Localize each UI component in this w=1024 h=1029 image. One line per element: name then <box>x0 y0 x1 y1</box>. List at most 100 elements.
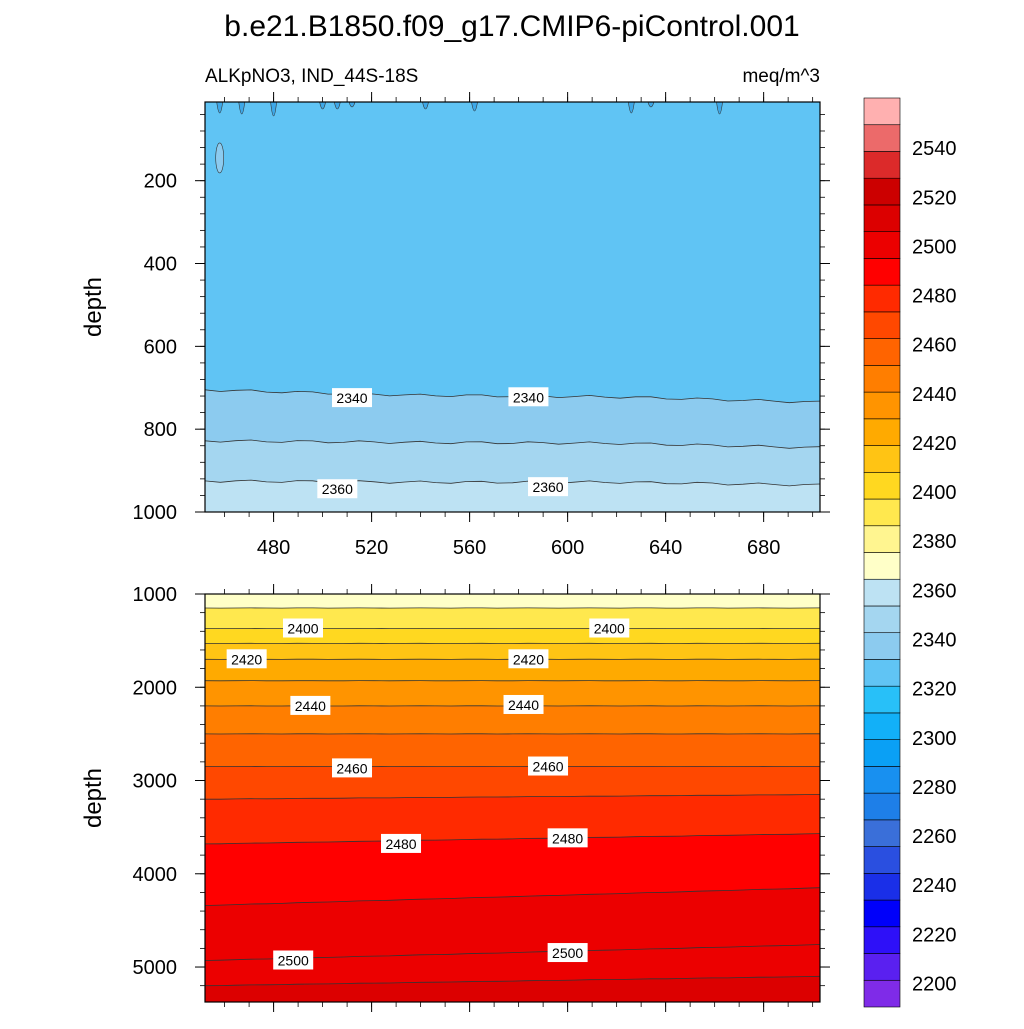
y-tick-label: 400 <box>144 254 177 276</box>
x-tick-label: 560 <box>453 537 486 559</box>
chart-title: b.e21.B1850.f09_g17.CMIP6-piControl.001 <box>224 10 799 43</box>
contour-label-text: 2340 <box>336 390 367 406</box>
x-tick-label: 640 <box>649 537 682 559</box>
contour-label: 2460 <box>332 758 372 777</box>
contour-label: 2500 <box>548 943 588 962</box>
colorbar-swatch <box>864 339 900 366</box>
colorbar-tick-label: 2360 <box>912 580 957 602</box>
contour-label-text: 2440 <box>295 698 326 714</box>
colorbar-tick-label: 2380 <box>912 531 957 553</box>
colorbar-swatch <box>864 954 900 981</box>
contour-label: 2440 <box>504 695 544 714</box>
contour-label-text: 2340 <box>513 389 544 405</box>
colorbar-swatch <box>864 472 900 499</box>
contour-label: 2420 <box>227 649 267 668</box>
contour-label: 2340 <box>332 388 372 407</box>
colorbar-tick-label: 2200 <box>912 973 957 995</box>
colorbar-swatch <box>864 579 900 606</box>
colorbar-swatch <box>864 526 900 553</box>
contour-label-text: 2360 <box>322 481 353 497</box>
colorbar-tick-label: 2460 <box>912 335 957 357</box>
contour-label-text: 2400 <box>594 621 625 637</box>
colorbar-tick-label: 2260 <box>912 826 957 848</box>
colorbar-swatch <box>864 151 900 178</box>
colorbar-tick-label: 2220 <box>912 924 957 946</box>
colorbar-tick-label: 2340 <box>912 629 957 651</box>
contour-label: 2400 <box>589 619 629 638</box>
colorbar-swatch <box>864 178 900 205</box>
colorbar-swatch <box>864 793 900 820</box>
contour-label-text: 2440 <box>508 697 539 713</box>
colorbar-swatch <box>864 125 900 152</box>
colorbar-tick-label: 2440 <box>912 384 957 406</box>
contour-label: 2400 <box>283 619 323 638</box>
colorbar-tick-label: 2520 <box>912 187 957 209</box>
colorbar-tick-label: 2240 <box>912 875 957 897</box>
contour-label: 2440 <box>290 696 330 715</box>
colorbar-swatch <box>864 927 900 954</box>
y-tick-label: 200 <box>144 171 177 193</box>
upper-panel: 2340 2340 2360 2360 200 400 600 800 1000 480 520 56… <box>80 92 830 559</box>
contour-label: 2480 <box>548 828 588 847</box>
contour-label-text: 2400 <box>287 621 318 637</box>
colorbar-swatch <box>864 740 900 767</box>
contour-label-text: 2500 <box>552 945 583 961</box>
y-tick-label: 1000 <box>133 584 178 606</box>
contour-label: 2460 <box>528 757 568 776</box>
contour-label: 2420 <box>508 649 548 668</box>
y-tick-label: 4000 <box>133 864 178 886</box>
x-tick-label: 520 <box>355 537 388 559</box>
y-tick-label: 1000 <box>133 502 178 524</box>
colorbar-swatch <box>864 285 900 312</box>
colorbar-swatch <box>864 847 900 874</box>
colorbar-swatch <box>864 419 900 446</box>
contour-label: 2360 <box>528 477 568 496</box>
colorbar-swatch <box>864 98 900 125</box>
colorbar-swatch <box>864 365 900 392</box>
colorbar-tick-label: 2300 <box>912 728 957 750</box>
colorbar-swatch <box>864 980 900 1007</box>
upper-ylabel: depth <box>80 277 107 337</box>
contour-label-text: 2480 <box>552 830 583 846</box>
colorbar: 2200 2220 2240 2260 2280 2300 2320 2340 2360 2380… <box>864 98 957 1007</box>
y-tick-label: 600 <box>144 336 177 358</box>
colorbar-swatch <box>864 713 900 740</box>
contour-label-text: 2420 <box>231 651 262 667</box>
colorbar-tick-label: 2280 <box>912 777 957 799</box>
contour-label: 2360 <box>317 479 357 498</box>
contour-label-text: 2460 <box>336 760 367 776</box>
colorbar-swatch <box>864 258 900 285</box>
contour-label: 2500 <box>273 951 313 970</box>
colorbar-tick-label: 2480 <box>912 286 957 308</box>
colorbar-tick-label: 2420 <box>912 433 957 455</box>
colorbar-tick-label: 2540 <box>912 138 957 160</box>
units-label: meq/m^3 <box>742 66 820 87</box>
colorbar-swatch <box>864 446 900 473</box>
contour-label-text: 2480 <box>385 836 416 852</box>
colorbar-swatch <box>864 659 900 686</box>
colorbar-swatch <box>864 312 900 339</box>
upper-plot-area: 2340 2340 2360 2360 <box>205 102 820 512</box>
colorbar-swatch <box>864 633 900 660</box>
colorbar-tick-label: 2320 <box>912 679 957 701</box>
colorbar-swatch <box>864 499 900 526</box>
contour-label: 2340 <box>508 387 548 406</box>
x-tick-label: 480 <box>257 537 290 559</box>
y-tick-label: 800 <box>144 419 177 441</box>
y-tick-label: 3000 <box>133 771 178 793</box>
colorbar-swatch <box>864 900 900 927</box>
x-tick-label: 680 <box>747 537 780 559</box>
colorbar-swatch <box>864 205 900 232</box>
colorbar-swatch <box>864 392 900 419</box>
lower-ylabel: depth <box>80 768 107 828</box>
colorbar-tick-label: 2400 <box>912 482 957 504</box>
colorbar-swatch <box>864 873 900 900</box>
colorbar-swatch <box>864 606 900 633</box>
colorbar-tick-label: 2500 <box>912 236 957 258</box>
x-tick-label: 600 <box>551 537 584 559</box>
lower-plot-area: 2400 2400 2420 2420 2440 2440 2460 2460 2480 2480… <box>205 594 820 1002</box>
variable-label: ALKpNO3, IND_44S-18S <box>205 66 418 87</box>
y-tick-label: 2000 <box>133 677 178 699</box>
